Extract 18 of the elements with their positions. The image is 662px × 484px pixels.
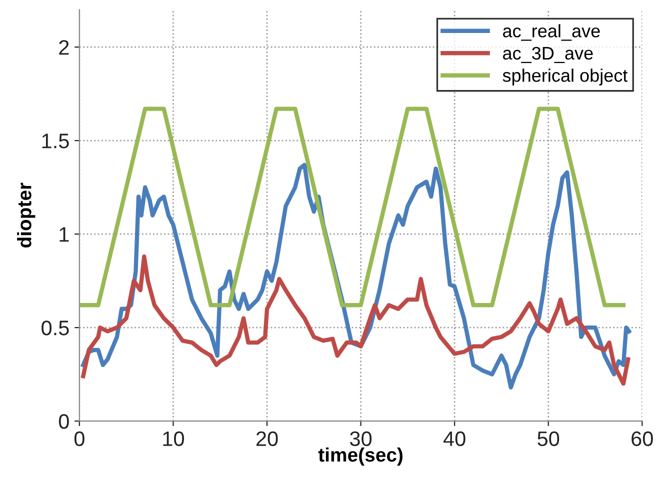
y-tick-label: 1	[60, 227, 69, 242]
x-axis-title: time(sec)	[318, 447, 403, 466]
y-tick-label: 0.5	[42, 320, 69, 336]
legend-label: spherical object	[502, 68, 628, 86]
x-tick-label: 20	[256, 431, 278, 446]
x-tick-label: 60	[632, 431, 653, 446]
x-tick-label: 50	[538, 431, 560, 446]
y-tick-label: 2	[59, 40, 69, 55]
line-series	[81, 254, 630, 386]
legend-label: ac_real_ave	[503, 24, 600, 41]
y-tick-label: 1.5	[42, 134, 69, 148]
y-axis-title: diopter	[17, 182, 36, 248]
x-tick-label: 40	[443, 431, 466, 446]
x-tick-label: 30	[350, 431, 372, 446]
x-tick-label: 0	[74, 431, 84, 446]
x-tick-label: 10	[163, 431, 184, 446]
legend-label: ac_3D_ave	[503, 46, 593, 64]
y-tick-label: 0	[58, 414, 69, 429]
